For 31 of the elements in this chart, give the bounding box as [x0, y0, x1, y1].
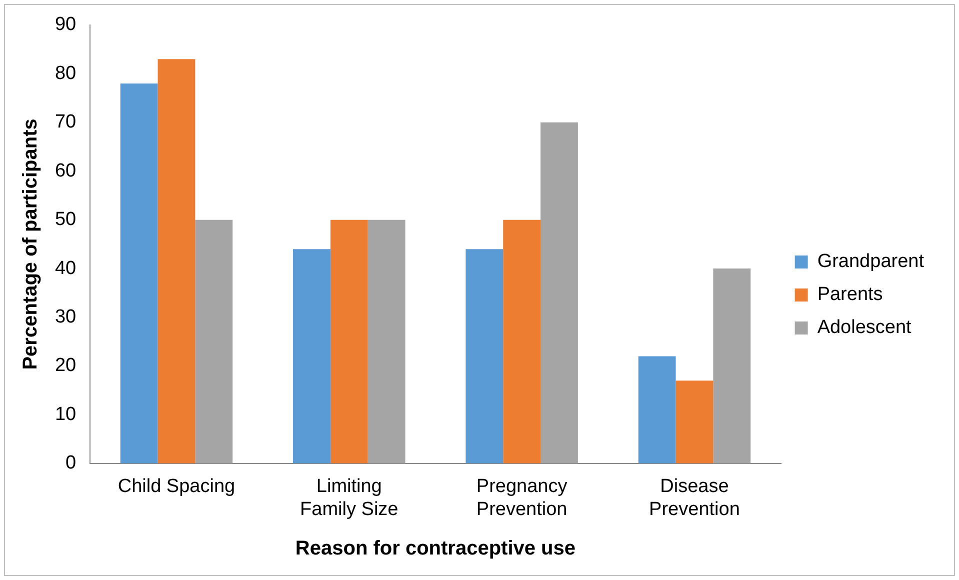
legend-label: Adolescent	[817, 317, 912, 338]
bar	[330, 220, 368, 464]
bar	[676, 380, 714, 464]
y-tick-label: 20	[54, 355, 76, 376]
y-tick-label: 0	[66, 452, 76, 474]
x-tick-label: Disease Prevention	[649, 476, 740, 520]
y-tick-label: 50	[54, 209, 76, 230]
y-tick-label: 70	[54, 112, 76, 133]
bar	[713, 268, 751, 464]
bar	[540, 122, 578, 464]
bar	[120, 83, 158, 464]
x-tick-label: Pregnancy Prevention	[476, 476, 568, 520]
legend-label: Parents	[817, 284, 883, 306]
y-tick-label: 60	[54, 160, 76, 182]
y-tick-label: 10	[54, 404, 76, 425]
x-tick-label: Limiting Family Size	[300, 476, 398, 520]
y-axis-title: Percentage of participants	[20, 118, 42, 370]
bar	[195, 220, 233, 464]
y-tick-label: 90	[54, 14, 76, 36]
bar	[503, 220, 541, 464]
bar	[368, 220, 406, 464]
y-tick-label: 30	[54, 306, 76, 328]
x-axis-title: Reason for contraceptive use	[295, 538, 576, 560]
bar	[638, 356, 676, 464]
bar	[466, 249, 504, 464]
y-tick-label: 80	[54, 62, 76, 84]
x-tick-label: Child Spacing	[118, 476, 236, 498]
bar	[158, 59, 196, 464]
bar	[293, 249, 330, 464]
legend-label: Grandparent	[817, 251, 925, 272]
y-tick-label: 40	[54, 258, 76, 279]
